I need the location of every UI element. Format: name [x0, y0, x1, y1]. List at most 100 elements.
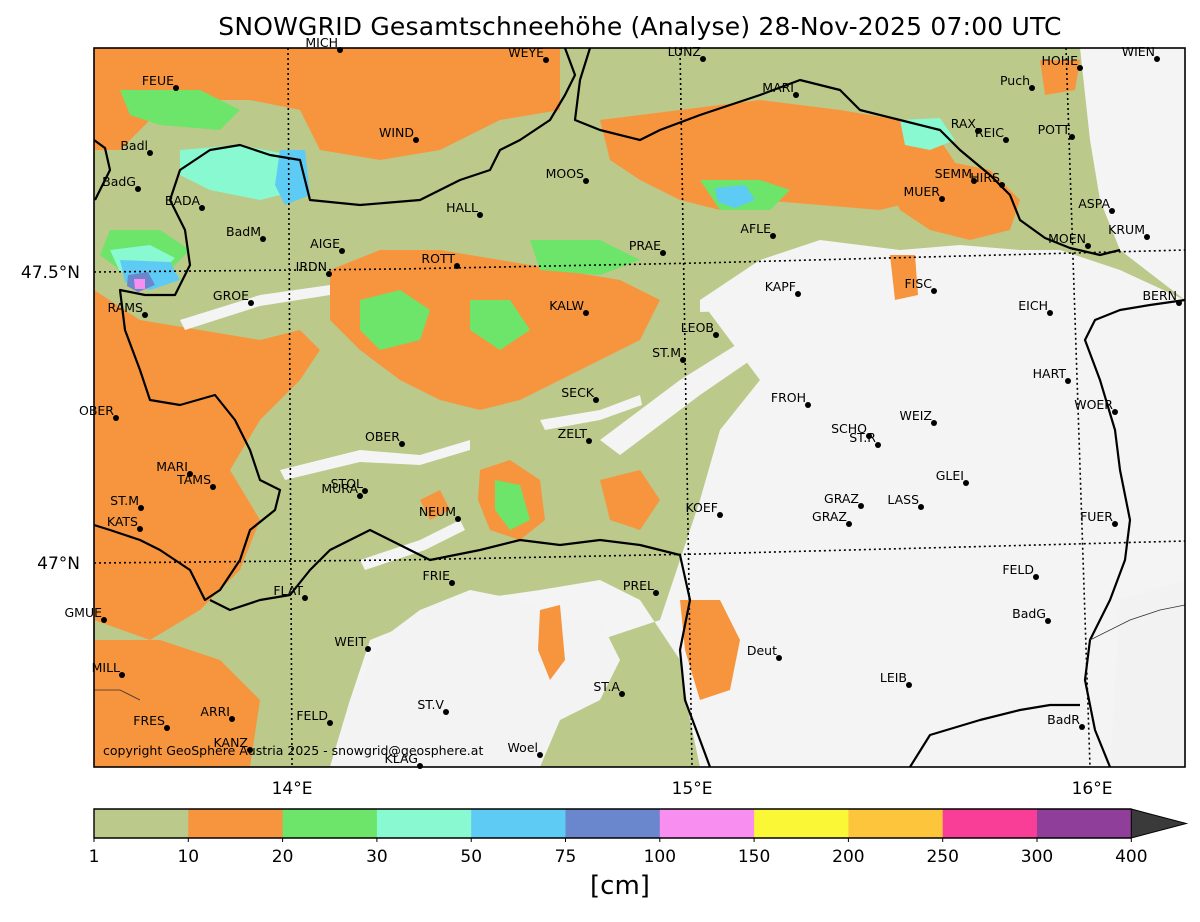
station-label: POTT [1038, 122, 1071, 137]
colorbar-tick-label: 10 [177, 847, 199, 867]
colorbar-segment [754, 809, 849, 838]
station-label: WIND [379, 125, 414, 140]
station-marker [963, 480, 969, 486]
copyright-text: copyright GeoSphere Austria 2025 - snowg… [103, 743, 483, 758]
station-marker [700, 56, 706, 62]
station-marker [795, 291, 801, 297]
station-marker [417, 763, 423, 769]
colorbar-frame [93, 808, 1132, 839]
station-marker [399, 441, 405, 447]
station-marker [1033, 574, 1039, 580]
lon-label-14: 14°E [272, 779, 313, 799]
station-marker [660, 250, 666, 256]
colorbar-segment [188, 809, 284, 838]
colorbar-tick-label: 100 [644, 847, 676, 867]
station-marker [1112, 409, 1118, 415]
station-label: FRES [133, 713, 165, 728]
lat-label-47-5: 47.5°N [21, 263, 80, 283]
station-label: BadR [1047, 712, 1080, 727]
station-label: Badl [120, 138, 148, 153]
station-label: ROTT [421, 251, 455, 266]
station-marker [302, 595, 308, 601]
station-marker [1045, 618, 1051, 624]
colorbar-segment [376, 809, 472, 838]
station-label: WEIT [334, 634, 366, 649]
station-label: ST.M [652, 345, 681, 360]
station-marker [593, 397, 599, 403]
station-label: FUER [1080, 509, 1113, 524]
lon-label-15: 15°E [672, 779, 713, 799]
station-label: GMUE [64, 605, 102, 620]
station-label: IRDN [296, 259, 327, 274]
station-marker [906, 682, 912, 688]
station-label: PREL [623, 578, 654, 593]
colorbar-tick-label: 250 [926, 847, 958, 867]
station-label: HIRS [970, 170, 1000, 185]
station-marker [248, 300, 254, 306]
station-marker [918, 504, 924, 510]
station-marker [1003, 137, 1009, 143]
station-marker [717, 512, 723, 518]
station-marker [449, 580, 455, 586]
station-marker [210, 484, 216, 490]
station-label: BadM [226, 224, 261, 239]
map-raster [94, 48, 1185, 767]
station-label: WEYE [508, 45, 544, 60]
station-label: TAMS [176, 472, 211, 487]
colorbar-tick-label: 200 [832, 847, 864, 867]
colorbar-tick-label: 400 [1115, 847, 1147, 867]
station-marker [119, 672, 125, 678]
graticule [93, 47, 1186, 768]
station-label: BADA [165, 193, 201, 208]
station-label: ARRI [200, 704, 230, 719]
station-marker [586, 438, 592, 444]
station-label: STOL [331, 476, 363, 491]
station-marker [583, 310, 589, 316]
station-marker [866, 433, 872, 439]
station-label: AFLE [740, 221, 771, 236]
station-label: NEUM [419, 504, 456, 519]
station-label: FISC [904, 276, 932, 291]
station-marker [619, 691, 625, 697]
station-marker [147, 150, 153, 156]
colorbar-segment [94, 809, 189, 838]
station-label: WEIZ [899, 408, 932, 423]
station-layer: MICH WEYE LUNZ HOHE WIEN FEUE MARI Puch Badl WIND… [64, 35, 1182, 769]
station-label: MUER [903, 184, 940, 199]
station-label: HART [1033, 366, 1067, 381]
station-marker [776, 655, 782, 661]
station-label: PRAE [629, 238, 661, 253]
station-marker [805, 402, 811, 408]
station-label: FELD [1002, 562, 1034, 577]
station-label: LEOB [681, 320, 714, 335]
station-marker [135, 186, 141, 192]
station-marker [543, 57, 549, 63]
station-label: ST.R [849, 430, 876, 445]
station-label: Deut [747, 643, 777, 658]
station-label: RAX [951, 116, 977, 131]
station-label: KATS [107, 514, 138, 529]
station-label: BERN [1142, 288, 1177, 303]
station-label: ASPA [1078, 196, 1110, 211]
colorbar-extend-arrow [1130, 808, 1189, 839]
station-marker [357, 493, 363, 499]
station-marker [247, 747, 253, 753]
station-label: LEIB [880, 670, 907, 685]
station-marker [326, 271, 332, 277]
station-marker [454, 263, 460, 269]
station-marker [229, 716, 235, 722]
station-marker [537, 752, 543, 758]
colorbar-tick-label: 30 [366, 847, 388, 867]
colorbar-tick-label: 75 [555, 847, 577, 867]
station-marker [1069, 134, 1075, 140]
station-marker [713, 332, 719, 338]
station-label: LUNZ [668, 44, 701, 59]
station-label: BadG [102, 174, 136, 189]
station-label: KOEF [686, 500, 718, 515]
station-marker [875, 442, 881, 448]
admin-boundaries [93, 47, 1186, 768]
station-marker [931, 420, 937, 426]
station-label: GRAZ [824, 491, 859, 506]
station-marker [142, 312, 148, 318]
